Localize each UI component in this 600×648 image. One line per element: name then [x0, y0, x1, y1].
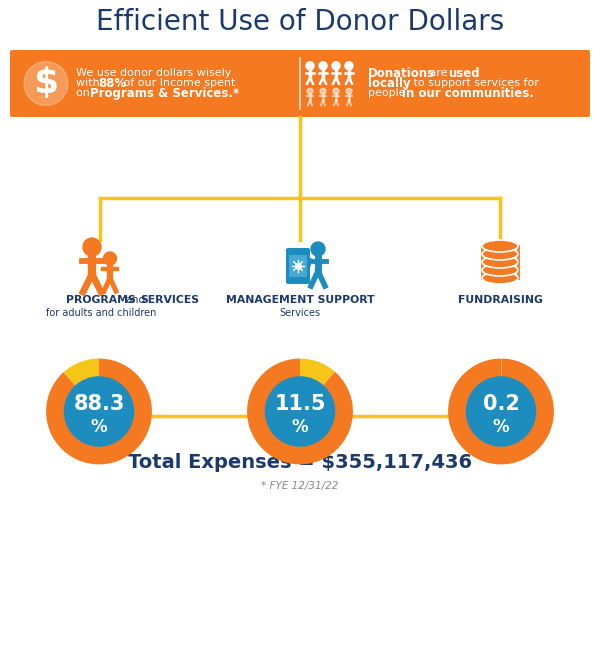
- Circle shape: [319, 62, 327, 70]
- Circle shape: [466, 377, 536, 446]
- Text: Efficient Use of Donor Dollars: Efficient Use of Donor Dollars: [96, 8, 504, 36]
- Text: 88.3: 88.3: [73, 394, 125, 414]
- Text: 11.5: 11.5: [274, 394, 326, 414]
- Wedge shape: [300, 358, 335, 386]
- Text: PROGRAMS: PROGRAMS: [66, 295, 136, 305]
- FancyBboxPatch shape: [10, 50, 590, 117]
- Text: Services: Services: [280, 308, 320, 318]
- Text: $313,581,085: $313,581,085: [53, 393, 145, 406]
- Ellipse shape: [482, 256, 518, 268]
- Wedge shape: [501, 358, 502, 377]
- Circle shape: [83, 238, 101, 256]
- Circle shape: [333, 88, 339, 94]
- Wedge shape: [46, 358, 152, 465]
- Circle shape: [24, 62, 68, 106]
- Text: We use donor dollars wisely: We use donor dollars wisely: [76, 69, 232, 78]
- Text: with: with: [76, 78, 103, 89]
- Text: 88%: 88%: [98, 77, 126, 90]
- Text: are: are: [426, 69, 451, 78]
- Text: %: %: [292, 417, 308, 435]
- FancyBboxPatch shape: [286, 248, 310, 284]
- Ellipse shape: [482, 272, 518, 284]
- Text: FUNDRAISING: FUNDRAISING: [458, 295, 542, 305]
- Text: on: on: [76, 89, 94, 98]
- Text: to support services for: to support services for: [410, 78, 539, 89]
- Text: SERVICES: SERVICES: [140, 295, 199, 305]
- Text: %: %: [91, 417, 107, 435]
- Ellipse shape: [482, 248, 518, 260]
- Text: $40,830,762: $40,830,762: [259, 393, 341, 406]
- Ellipse shape: [482, 264, 518, 276]
- Text: locally: locally: [368, 77, 410, 90]
- Circle shape: [345, 62, 353, 70]
- Text: for adults and children: for adults and children: [46, 308, 156, 318]
- Text: 0.2: 0.2: [482, 394, 520, 414]
- Text: and: and: [126, 295, 146, 305]
- Ellipse shape: [482, 240, 518, 252]
- Text: $705,589: $705,589: [470, 393, 532, 406]
- Circle shape: [307, 88, 313, 94]
- Wedge shape: [448, 358, 554, 465]
- Text: of our Income spent: of our Income spent: [120, 78, 235, 89]
- Text: * FYE 12/31/22: * FYE 12/31/22: [262, 481, 338, 491]
- Text: MANAGEMENT SUPPORT: MANAGEMENT SUPPORT: [226, 295, 374, 305]
- Circle shape: [320, 88, 326, 94]
- Text: used: used: [448, 67, 479, 80]
- Text: %: %: [493, 417, 509, 435]
- Circle shape: [332, 62, 340, 70]
- Text: people: people: [368, 89, 409, 98]
- Text: $: $: [34, 67, 59, 100]
- Wedge shape: [247, 358, 353, 465]
- Text: in our communities.: in our communities.: [402, 87, 534, 100]
- Circle shape: [311, 242, 325, 256]
- Wedge shape: [64, 358, 99, 386]
- Circle shape: [104, 252, 116, 265]
- Circle shape: [265, 377, 335, 446]
- Circle shape: [64, 377, 134, 446]
- FancyBboxPatch shape: [289, 255, 307, 277]
- Text: Programs & Services.*: Programs & Services.*: [90, 87, 239, 100]
- Text: Total Expenses = $355,117,436: Total Expenses = $355,117,436: [128, 454, 472, 472]
- Circle shape: [346, 88, 352, 94]
- Circle shape: [306, 62, 314, 70]
- Text: Donations: Donations: [368, 67, 435, 80]
